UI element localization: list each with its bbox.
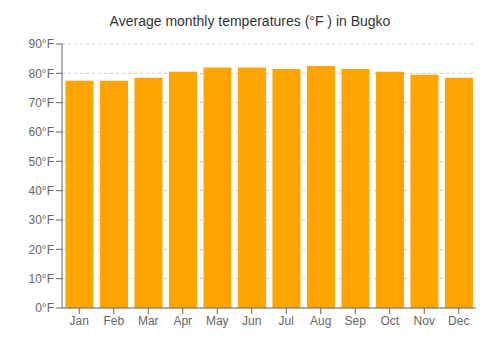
svg-text:Nov: Nov [414, 314, 435, 328]
svg-text:Oct: Oct [380, 314, 399, 328]
svg-text:Dec: Dec [448, 314, 469, 328]
svg-text:10°F: 10°F [29, 272, 54, 286]
svg-text:Mar: Mar [138, 314, 159, 328]
svg-text:Aug: Aug [310, 314, 331, 328]
svg-text:Jul: Jul [279, 314, 294, 328]
svg-text:May: May [206, 314, 229, 328]
svg-text:80°F: 80°F [29, 67, 54, 81]
svg-text:60°F: 60°F [29, 125, 54, 139]
svg-text:30°F: 30°F [29, 213, 54, 227]
svg-text:Jun: Jun [242, 314, 261, 328]
svg-text:0°F: 0°F [35, 301, 54, 315]
svg-text:Feb: Feb [103, 314, 124, 328]
svg-text:90°F: 90°F [29, 37, 54, 51]
svg-text:40°F: 40°F [29, 184, 54, 198]
html-text:Average monthly temperatures (: Average monthly temperatures (°F ) in Bu… [109, 13, 391, 29]
svg-text:Apr: Apr [173, 314, 192, 328]
svg-text:70°F: 70°F [29, 96, 54, 110]
svg-text:20°F: 20°F [29, 243, 54, 257]
svg-text:50°F: 50°F [29, 155, 54, 169]
svg-text:Sep: Sep [345, 314, 367, 328]
svg-text:Jan: Jan [70, 314, 89, 328]
